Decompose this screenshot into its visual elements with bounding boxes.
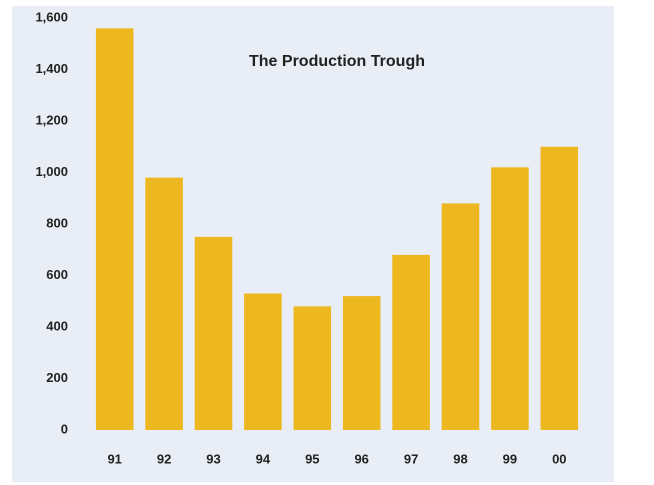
x-tick-label: 00 xyxy=(552,451,566,466)
bar xyxy=(145,177,183,430)
x-tick-label: 96 xyxy=(354,451,368,466)
bar xyxy=(194,236,233,430)
bar xyxy=(540,146,579,430)
y-tick-label: 600 xyxy=(46,267,68,282)
y-tick-label: 0 xyxy=(61,421,68,436)
bar xyxy=(441,203,480,430)
bar xyxy=(342,296,381,430)
x-tick-label: 97 xyxy=(404,451,418,466)
x-tick-label: 94 xyxy=(256,451,271,466)
bar xyxy=(244,293,282,430)
y-tick-label: 400 xyxy=(46,318,68,333)
x-tick-label: 93 xyxy=(206,451,220,466)
bar xyxy=(491,167,529,430)
y-tick-label: 200 xyxy=(46,370,68,385)
x-tick-label: 99 xyxy=(503,451,517,466)
x-tick-label: 91 xyxy=(107,451,121,466)
x-tick-label: 95 xyxy=(305,451,319,466)
x-tick-label: 92 xyxy=(157,451,171,466)
y-tick-label: 1,600 xyxy=(35,9,68,24)
bar xyxy=(95,28,134,431)
x-tick-label: 98 xyxy=(453,451,467,466)
bar xyxy=(293,306,332,430)
y-tick-label: 1,200 xyxy=(35,112,68,127)
y-tick-label: 800 xyxy=(46,215,68,230)
chart-title: The Production Trough xyxy=(249,53,425,70)
y-tick-label: 1,400 xyxy=(35,61,68,76)
bar xyxy=(392,254,430,430)
y-tick-label: 1,000 xyxy=(35,164,68,179)
